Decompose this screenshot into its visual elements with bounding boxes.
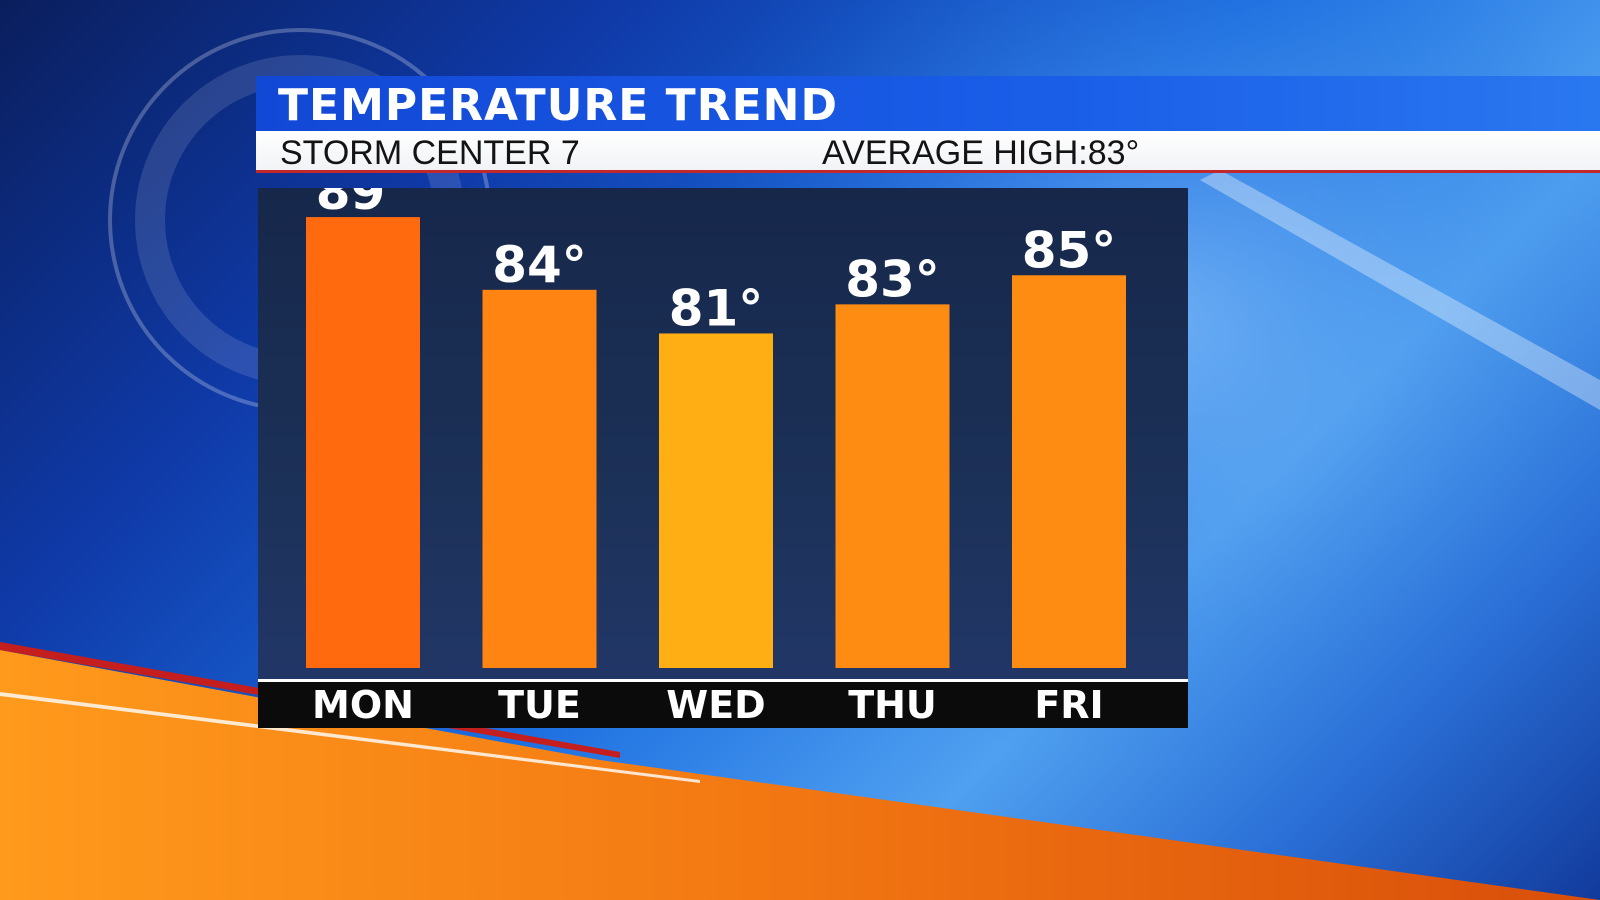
station-name: STORM CENTER 7 (280, 134, 580, 172)
data-label-thu: 83° (845, 250, 940, 308)
day-label-wed: WED (666, 683, 765, 727)
bar-thu (835, 304, 950, 668)
orange-sweep (0, 650, 1600, 900)
day-label-tue: TUE (498, 683, 581, 727)
bar-wed (659, 333, 773, 668)
data-label-mon: 89° (316, 188, 411, 221)
light-streak (1200, 170, 1600, 410)
average-high: AVERAGE HIGH:83° (822, 134, 1139, 173)
data-label-fri: 85° (1022, 221, 1117, 279)
bar-tue (482, 289, 597, 668)
chart-svg: 89° MON 84° TUE 81° WED 83° THU 85° FRI (258, 188, 1188, 728)
baseline (258, 679, 1188, 682)
average-high-label: AVERAGE HIGH: (822, 134, 1088, 172)
white-stripe (0, 692, 700, 783)
chart-panel: 89° MON 84° TUE 81° WED 83° THU 85° FRI (258, 188, 1188, 728)
day-label-fri: FRI (1034, 683, 1103, 727)
day-label-bar (258, 682, 1188, 728)
bar-mon (306, 217, 420, 668)
title-bar: TEMPERATURE TREND (256, 76, 1600, 131)
bar-fri (1012, 275, 1126, 668)
subtitle-bar: STORM CENTER 7 AVERAGE HIGH:83° (256, 131, 1600, 173)
chart-title: TEMPERATURE TREND (278, 80, 838, 131)
day-label-mon: MON (312, 683, 414, 727)
day-label-thu: THU (848, 683, 937, 727)
data-label-tue: 84° (492, 236, 587, 294)
data-label-wed: 81° (669, 279, 764, 337)
average-high-value: 83° (1087, 134, 1140, 172)
